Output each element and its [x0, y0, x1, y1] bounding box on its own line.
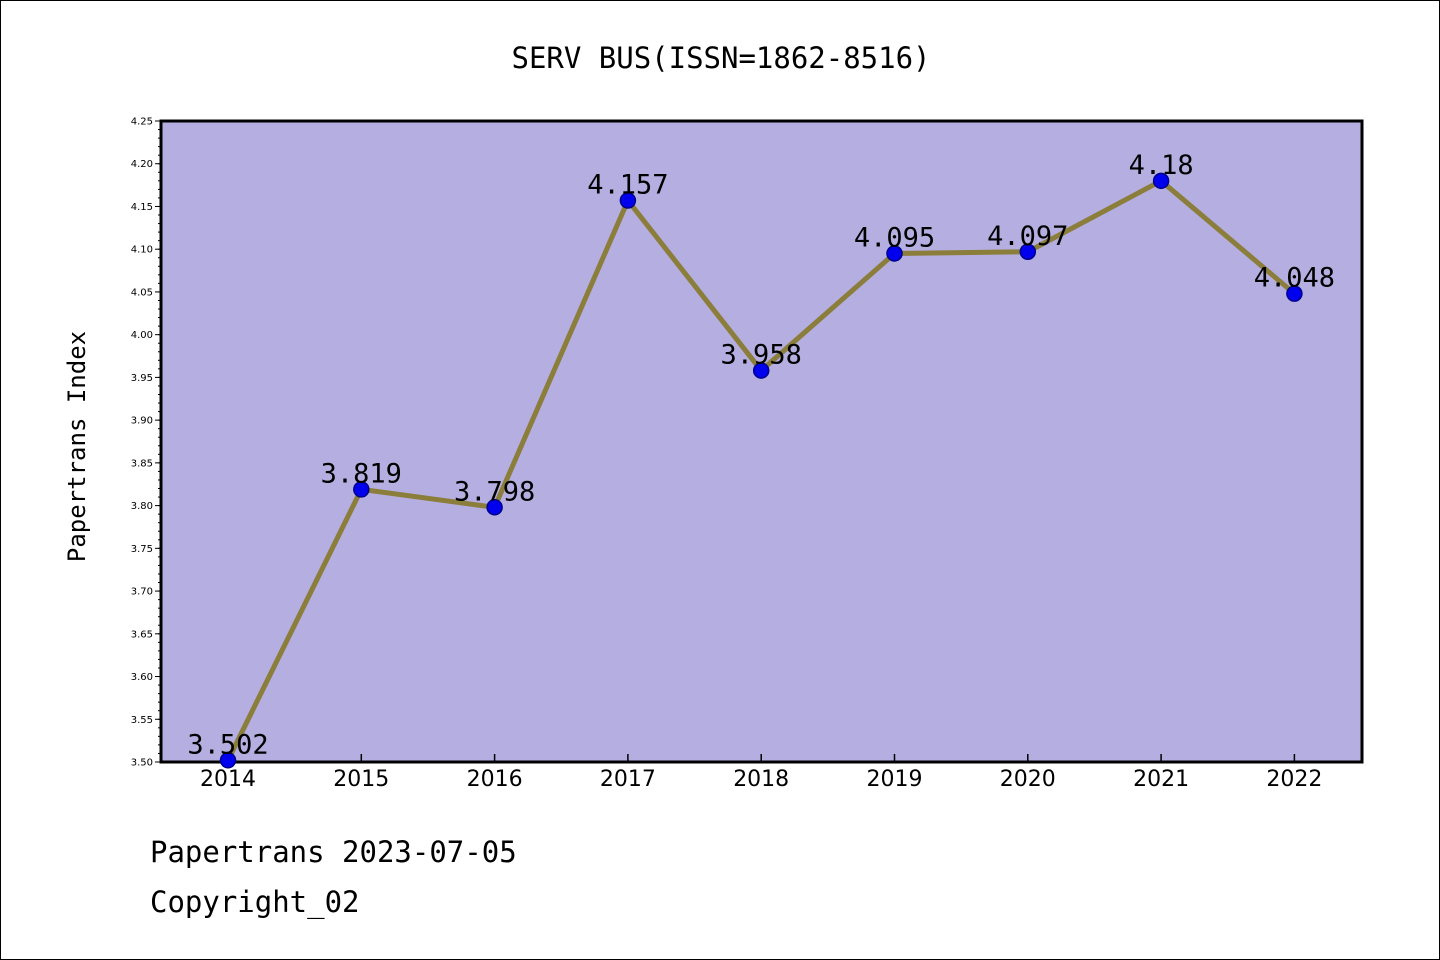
x-tick-label: 2016	[467, 767, 523, 792]
data-point	[486, 499, 503, 516]
data-point	[1019, 243, 1037, 261]
x-tick-label: 2021	[1133, 767, 1189, 792]
data-label: 3.798	[454, 476, 535, 507]
copyright-text: Copyright_02	[150, 885, 360, 919]
x-tick-label: 2015	[333, 767, 389, 792]
x-axis-ticks: 2014 2015 2016 2017 2018 2019 2020 2021 2022	[200, 754, 1322, 792]
x-tick-label: 2014	[200, 767, 256, 792]
y-tick-label: 3.70	[131, 587, 153, 598]
y-tick-label: 3.65	[131, 629, 153, 640]
data-point	[886, 245, 903, 262]
y-tick-label: 3.60	[131, 672, 153, 683]
x-tick-label: 2019	[867, 767, 923, 792]
data-label: 4.095	[854, 222, 935, 253]
y-tick-label: 3.90	[131, 416, 153, 427]
x-tick-label: 2018	[733, 767, 789, 792]
data-point	[1152, 172, 1170, 190]
y-tick-label: 3.50	[131, 758, 153, 769]
y-tick-label: 3.95	[131, 373, 153, 384]
data-label: 3.502	[187, 729, 268, 760]
y-tick-label: 4.10	[131, 245, 153, 256]
data-point	[752, 362, 770, 379]
y-tick-label: 4.15	[131, 202, 153, 213]
data-point	[353, 481, 370, 498]
y-tick-label: 3.85	[131, 458, 153, 469]
y-tick-label: 4.05	[131, 287, 153, 298]
chart-title: SERV BUS(ISSN=1862-8516)	[511, 41, 930, 75]
y-tick-label: 4.25	[131, 117, 153, 128]
plot-area	[159, 119, 1364, 764]
data-point	[619, 192, 637, 209]
data-label: 4.048	[1254, 263, 1335, 294]
data-label: 4.157	[587, 169, 668, 200]
y-tick-label: 3.75	[131, 544, 153, 555]
data-point	[1286, 285, 1303, 302]
y-tick-label: 4.20	[131, 159, 153, 170]
y-tick-label: 3.80	[131, 501, 153, 512]
series-group: 3.502 3.819 3.798 4.157 3.958 4.095 4.097 4.18 4…	[187, 150, 1335, 769]
x-tick-label: 2022	[1266, 767, 1322, 792]
x-tick-label: 2017	[600, 767, 656, 792]
x-tick-label: 2020	[1000, 767, 1056, 792]
data-label: 4.18	[1129, 150, 1194, 181]
credit-text: Papertrans 2023-07-05	[150, 835, 517, 869]
y-tick-label: 3.55	[131, 715, 153, 726]
data-point	[219, 752, 237, 769]
y-tick-label: 4.00	[131, 330, 153, 341]
data-label: 4.097	[987, 221, 1068, 252]
y-axis-ticks: 3.50 3.55 3.60 3.65 3.70 3.75 3.80 3.85 3.90 3.95…	[131, 117, 161, 769]
data-label: 3.819	[321, 458, 402, 489]
data-label: 3.958	[721, 340, 802, 371]
y-axis-label: Papertrans Index	[63, 331, 91, 562]
